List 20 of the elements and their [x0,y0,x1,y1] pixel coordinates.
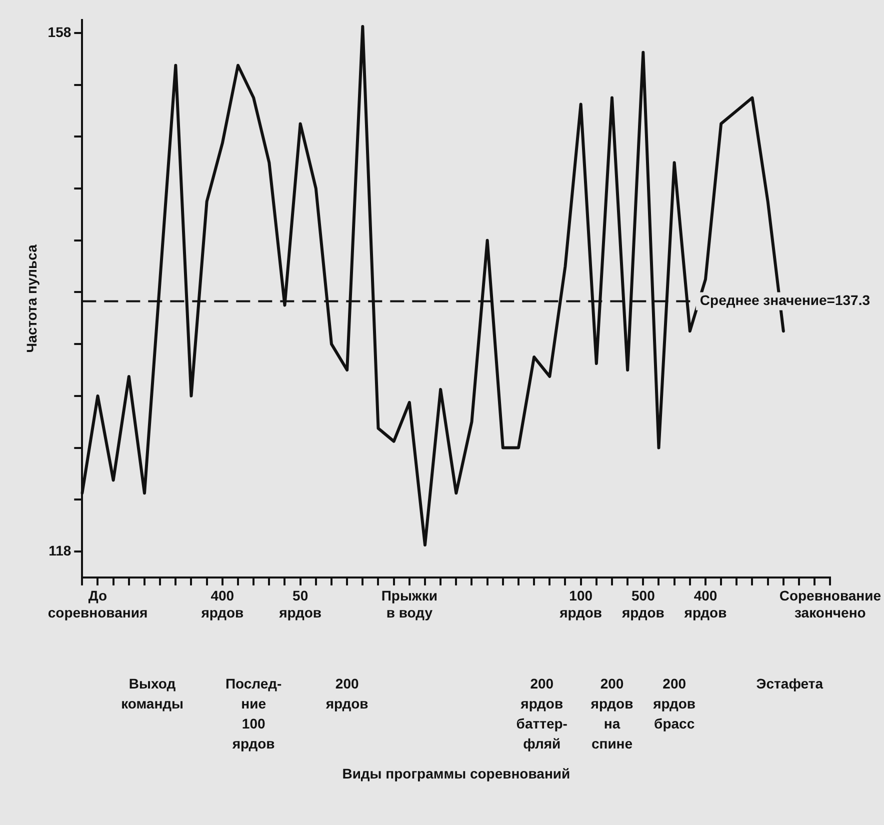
text: 200 ярдов на спине [590,675,634,752]
y-tick-label: 158 [48,24,72,40]
text: 200 ярдов баттер- фляй [516,675,568,752]
text: Выход команды [121,675,184,712]
x-tick-label: 50 ярдов [279,588,322,620]
y-tick-label: 118 [48,542,72,558]
text: 200 ярдов [326,675,369,712]
x-tick-label: 400 ярдов [201,588,244,620]
text: Послед- ние 100 ярдов [225,675,282,752]
y-axis-title: Частота пульса [23,244,40,353]
ref-line-label: Среднее значение=137.3 [700,292,870,308]
text: Эстафета [756,675,824,692]
x-tick-label: Соревнование закончено [779,588,882,620]
x-tick-label: Прыжки в воду [381,588,438,620]
x-tick-label: До соревнования [48,588,148,620]
text: 200 ярдов брасс [653,675,696,732]
text: Виды программы соревнований [342,765,570,782]
x-tick-label: 100 ярдов [560,588,602,620]
x-tick-label: 500 ярдов [622,588,665,620]
x-tick-label: 400 ярдов [684,588,728,620]
